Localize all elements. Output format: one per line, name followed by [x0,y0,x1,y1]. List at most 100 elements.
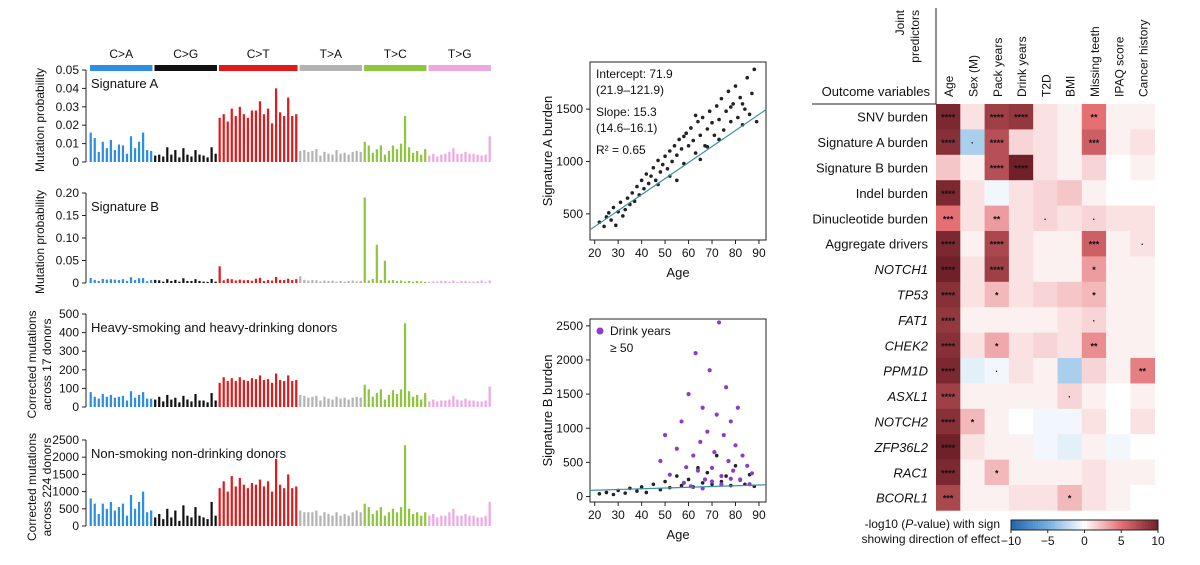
y-axis-label: Corrected mutations [25,310,39,418]
data-point [635,489,639,493]
colorbar-caption-line-2: showing direction of effect [861,532,1000,546]
heatmap-cell [1130,281,1155,308]
spectrum-bar [452,395,455,407]
spectrum-bar [158,280,161,283]
colorbar-swatch [1050,520,1053,530]
heatmap-cell [1081,281,1107,308]
spectrum-bar [141,392,145,407]
spectrum-bar [407,147,411,162]
data-point [644,172,649,176]
spectrum-bar [375,510,378,526]
heatmap-cell [1130,256,1155,283]
spectrum-bar [335,512,338,526]
spectrum-bar [283,380,286,407]
caption-part: P [905,517,913,531]
data-point [611,492,616,497]
spectrum-bar [230,108,233,162]
significance-stars: **** [941,265,956,275]
x-axis-label: Age [666,527,689,542]
data-point [736,115,740,120]
spectrum-bar [468,515,471,526]
heatmap-cell [960,485,985,511]
spectrum-bar [452,148,455,162]
column-label: IPAQ score [1112,36,1126,97]
heatmap-cell [984,281,1010,308]
spectrum-bar [335,150,338,162]
spectrum-bar [230,279,233,283]
y-tick-label: 1500 [556,102,583,116]
spectrum-bar [303,150,306,162]
spectrum-bar [101,503,104,526]
heatmap-cell [1130,231,1155,257]
drink-years-point [735,405,740,410]
spectrum-bar [420,399,423,407]
heatmap-cell [1057,408,1083,435]
spectrum-bar [448,512,451,526]
spectrum-bar [440,515,443,526]
significance-stars: **** [990,164,1005,174]
significance-stars: · [1068,392,1071,402]
spectrum-bar [117,280,121,283]
spectrum-bar [266,481,270,526]
colorbar-swatch [1030,520,1034,530]
spectrum-bar [202,281,205,283]
spectrum-bar [230,378,233,407]
spectrum-bar [137,394,141,407]
spectrum-bar [283,280,286,283]
colorbar-swatch [1123,520,1127,530]
spectrum-bar [299,150,302,162]
heatmap-cell [1106,180,1131,206]
colorbar-swatch [1099,520,1102,530]
significance-stars: *** [943,494,954,504]
y-axis-label: Signature B burden [540,354,555,466]
heatmap-cell [1106,434,1131,460]
spectrum-bar [182,395,185,407]
significance-stars: *** [1089,138,1100,148]
x-tick-label: 40 [635,246,649,260]
spectrum-bar [295,486,298,526]
data-point [705,145,710,149]
x-tick-label: 80 [729,508,743,522]
spectrum-bar [379,280,382,283]
spectrum-bar [238,377,241,407]
spectrum-bar [234,486,237,526]
heatmap-cell [1033,383,1058,410]
spectrum-bar [146,150,149,162]
data-point [691,138,696,143]
significance-stars: **** [941,316,956,326]
heatmap-cell [984,180,1010,206]
heatmap-cell [1008,281,1034,308]
spectrum-bar [206,402,209,407]
heatmap-cell [1081,434,1107,460]
heatmap-cell [984,332,1010,359]
spectrum-bar [480,280,483,283]
spectrum-bar [202,400,205,407]
spectrum-2: 0.20 0.15 0.10 0.05 0 Signature B Mutation pro… [33,186,491,294]
spectrum-bar [339,280,342,283]
x-tick-label: 60 [682,508,696,522]
spectrum-bar [105,508,108,526]
spectrum-bar [468,153,471,162]
spectrum-bar [250,483,254,526]
spectrum-bar [416,280,419,283]
spectrum-bar [327,280,330,283]
spectrum-bar [444,515,447,526]
spectrum-bar [214,153,217,162]
spectrum-bar [194,507,197,526]
significance-stars: **** [941,341,956,351]
heatmap-cell [1130,307,1155,333]
heatmap-cell [1081,154,1107,181]
row-label: Signature A burden [817,135,928,150]
spectrum-bar [335,396,338,407]
significance-stars: **** [990,138,1005,148]
spectrum-bar [412,396,415,407]
spectrum-bar [480,517,483,526]
spectrum-bar [416,150,419,162]
spectrum-bar [246,280,249,283]
colorbar-swatch [1109,520,1112,530]
heatmap-cell [1057,154,1083,181]
spectrum-bar [137,278,141,283]
spectrum-bar [476,517,479,526]
heatmap-cell [1008,408,1034,435]
spectrum-bar [174,279,177,283]
